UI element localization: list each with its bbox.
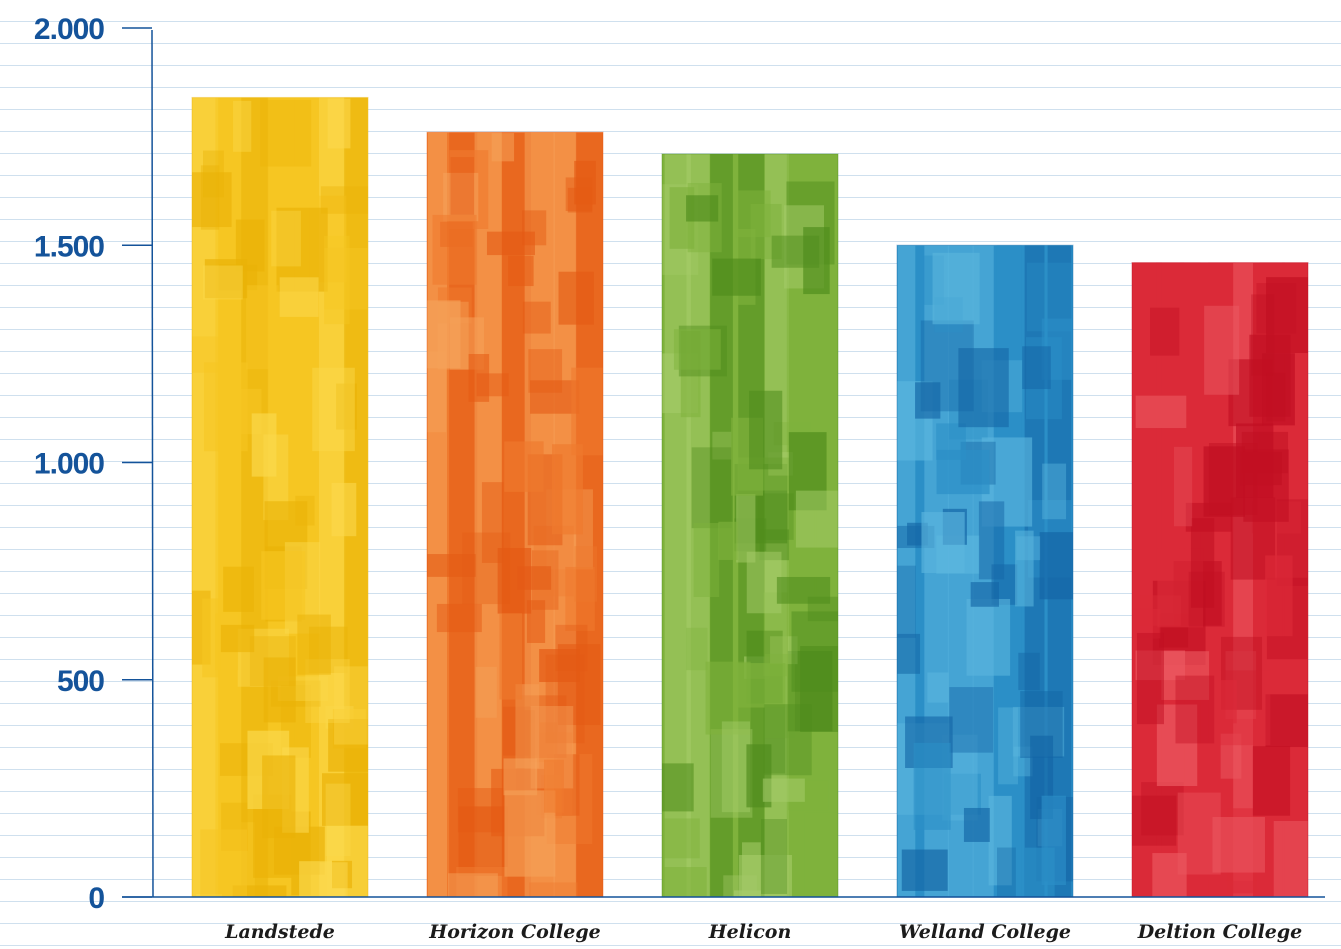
y-tick-label: 2.000 — [34, 13, 104, 46]
bar — [1131, 262, 1309, 898]
x-tick-label: Helicon — [708, 921, 792, 943]
y-tick-label: 0 — [88, 882, 104, 915]
bar — [896, 244, 1074, 898]
bar — [426, 131, 604, 898]
bar — [191, 96, 369, 898]
y-tick-label: 1.000 — [34, 448, 104, 481]
bars — [191, 96, 1309, 898]
y-axis: 0 500 1.000 1.500 2.000 — [34, 13, 154, 915]
x-tick-label: Horizon College — [428, 921, 600, 943]
x-tick-label: Deltion College — [1137, 921, 1303, 943]
y-tick-label: 1.500 — [34, 230, 104, 263]
y-axis-line — [151, 29, 154, 898]
x-axis: Landstede Horizon College Helicon Welland C… — [122, 896, 1325, 943]
y-tick-label: 500 — [57, 665, 104, 698]
x-tick-label: Landstede — [224, 921, 335, 943]
x-tick-label: Welland College — [899, 921, 1071, 943]
bar — [661, 153, 839, 898]
